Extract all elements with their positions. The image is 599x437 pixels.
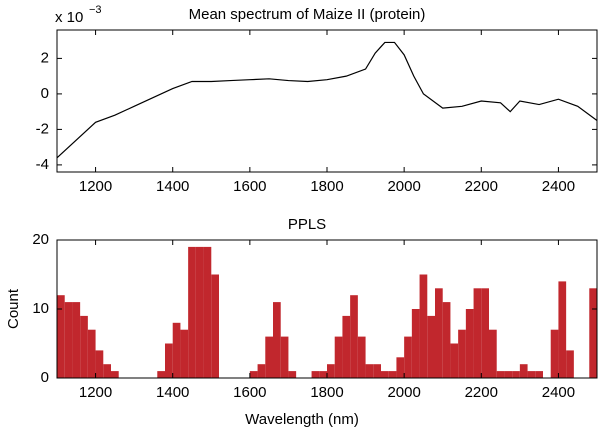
y-tick-label: 10	[32, 300, 49, 317]
bar	[288, 371, 297, 378]
bar	[504, 371, 513, 378]
bar	[373, 364, 381, 378]
bar	[435, 288, 443, 378]
x-tick-label: 2000	[387, 384, 420, 401]
y-tick-label: -2	[36, 120, 49, 137]
bar	[342, 315, 351, 378]
chart-title: PPLS	[288, 216, 326, 233]
bar	[57, 295, 65, 378]
bar	[64, 302, 73, 378]
bar	[458, 329, 466, 378]
y-tick-label: 0	[41, 369, 49, 386]
x-tick-label: 1800	[310, 178, 343, 195]
bar	[473, 288, 482, 378]
bar	[465, 309, 474, 378]
bar	[404, 336, 412, 378]
bar	[203, 246, 212, 378]
bar	[319, 371, 327, 378]
bar	[311, 371, 320, 378]
y-tick-label: 20	[32, 231, 49, 248]
bar	[388, 371, 397, 378]
x-tick-label: 1400	[156, 384, 189, 401]
bar	[87, 329, 96, 378]
bar	[195, 246, 204, 378]
bar	[327, 364, 335, 378]
x-tick-label: 1600	[233, 384, 266, 401]
bar	[411, 309, 420, 378]
bar	[273, 302, 281, 378]
bar	[450, 343, 459, 378]
bar	[558, 281, 567, 378]
y-axis-label: Count	[5, 288, 22, 329]
bar	[496, 371, 505, 378]
bar	[527, 371, 536, 378]
bar	[512, 371, 520, 378]
x-tick-label: 2000	[387, 178, 420, 195]
bar	[280, 336, 289, 378]
bar	[566, 350, 574, 378]
x-axis-label: Wavelength (nm)	[245, 411, 359, 428]
x-tick-label: 1600	[233, 178, 266, 195]
x-tick-label: 2400	[542, 384, 575, 401]
x-tick-label: 2200	[465, 384, 498, 401]
axes-box	[56, 239, 598, 379]
bar	[211, 274, 219, 378]
y-tick-label: 2	[41, 49, 49, 66]
x-tick-label: 1200	[79, 178, 112, 195]
y-multiplier-exponent: −3	[89, 4, 102, 16]
bar	[350, 295, 358, 378]
bar	[535, 371, 543, 378]
bar	[381, 371, 389, 378]
bar	[265, 336, 273, 378]
bar	[357, 336, 366, 378]
bar	[72, 302, 81, 378]
bar	[111, 371, 119, 378]
bar	[157, 371, 165, 378]
bar	[80, 315, 88, 378]
bar	[334, 336, 343, 378]
bar	[165, 343, 173, 378]
bar	[257, 364, 266, 378]
x-tick-label: 1200	[79, 384, 112, 401]
x-tick-label: 1400	[156, 178, 189, 195]
x-tick-label: 2400	[542, 178, 575, 195]
bar	[95, 350, 104, 378]
bar	[172, 322, 181, 378]
bar	[489, 329, 497, 378]
x-tick-label: 2200	[465, 178, 498, 195]
bar	[442, 302, 451, 378]
x-tick-label: 1800	[310, 384, 343, 401]
spectrum-line	[56, 41, 598, 159]
bar	[427, 315, 435, 378]
bar	[481, 288, 489, 378]
bar	[188, 246, 196, 378]
y-multiplier: x 10	[55, 9, 83, 26]
chart-title: Mean spectrum of Maize II (protein)	[189, 6, 426, 23]
bar	[550, 329, 559, 378]
bar	[180, 329, 189, 378]
bar	[103, 364, 111, 378]
y-tick-label: 0	[41, 85, 49, 102]
y-tick-label: -4	[36, 156, 49, 173]
bar	[365, 364, 374, 378]
bar	[589, 288, 597, 378]
bar	[519, 364, 528, 378]
axes-box	[56, 29, 598, 173]
bar	[396, 357, 405, 378]
bar	[419, 274, 428, 378]
bar	[249, 371, 258, 378]
